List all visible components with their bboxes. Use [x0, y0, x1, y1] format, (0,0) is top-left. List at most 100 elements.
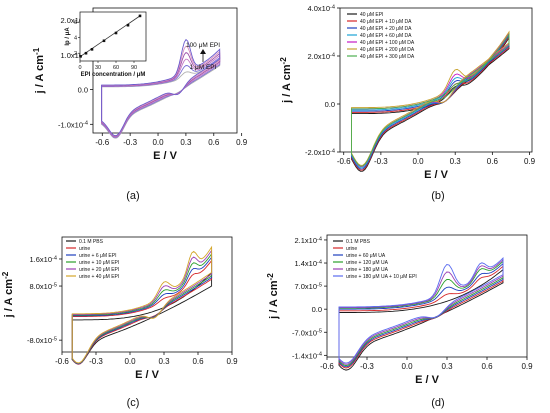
y-tick-label: 4.0x10-4	[307, 4, 335, 13]
annotation-arrowhead	[200, 49, 206, 54]
legend-entry: urine + 180 μM UA	[346, 267, 389, 273]
cv-curve-2	[351, 35, 510, 171]
cv-curve-6	[101, 38, 221, 137]
inset-y-tick-label: 4	[74, 36, 77, 42]
x-tick-label: -0.6	[55, 357, 69, 366]
x-tick-label: 0.9	[524, 157, 536, 166]
inset-y-tick-label: 6	[74, 20, 77, 26]
inset-x-tick-label: 0	[78, 65, 81, 71]
inset-point	[84, 51, 88, 55]
y-axis-label: j / A cm-2	[279, 57, 293, 104]
x-tick-label: -0.3	[374, 157, 388, 166]
x-tick-label: 0.6	[481, 362, 493, 371]
legend-entry: urine + 40 μM EPI	[79, 274, 119, 280]
panel-a: -0.6-0.30.00.30.60.9-1.0x10-40.01.0x10-4…	[32, 7, 248, 202]
x-tick-label: 0.3	[450, 157, 462, 166]
x-tick-label: 0.0	[124, 357, 136, 366]
legend-entry: 0.1 M PBS	[79, 239, 104, 245]
inset-y-tick-label: 2	[74, 51, 77, 57]
x-tick-label: 0.6	[208, 138, 220, 147]
cv-curve-6	[71, 245, 213, 364]
y-tick-label: -1.4x10-4	[292, 351, 322, 360]
x-tick-label: 0.9	[236, 138, 248, 147]
cv-curve-3	[338, 262, 504, 368]
legend-entry: 40 μM EPI + 300 μM DA	[360, 54, 415, 60]
x-tick-label: 0.3	[441, 362, 453, 371]
cv-curve-5	[338, 258, 504, 365]
inset-point	[114, 31, 118, 35]
y-tick-label: 1.4x10-4	[294, 259, 322, 268]
panel-b: -0.6 -0.3 0.0 0.3 0.6 0.9 -2.0x10-4 0.0 2.0x10-4…	[279, 4, 535, 202]
y-tick-label: -1.0x10-4	[58, 120, 88, 129]
x-tick-label: -0.3	[360, 362, 374, 371]
y-tick-label: 0.0	[325, 100, 335, 109]
cv-curve-3	[71, 255, 213, 365]
x-tick-label: 0.9	[226, 357, 238, 366]
cv-curve-1	[338, 268, 504, 371]
y-tick-label: -7.0x10-5	[292, 328, 322, 337]
panel-label: (a)	[126, 190, 139, 202]
inset-point	[90, 48, 94, 51]
inset-point	[79, 55, 82, 58]
x-axis-label: E / V	[424, 169, 449, 181]
plot-frame	[339, 7, 533, 153]
x-tick-label: 0.9	[521, 362, 533, 371]
legend-entry: urine + 180 μM UA + 10 μM EPI	[346, 274, 417, 280]
x-tick-label: 0.0	[401, 362, 413, 371]
x-axis-label: E / V	[153, 150, 178, 162]
x-tick-label: -0.6	[337, 157, 351, 166]
y-tick-label: 2.1x10-4	[294, 236, 322, 245]
legend-entry: urine + 60 μM UA	[346, 253, 386, 259]
x-tick-label: -0.3	[123, 138, 137, 147]
y-tick-label: -2.0x10-4	[305, 148, 335, 157]
y-tick-label: 2.0x10-4	[307, 52, 335, 61]
inset-x-tick-label: 60	[113, 65, 119, 71]
annotation-high: 100 μM EPI	[186, 42, 220, 49]
inset-y-axis-label: Ip / μA	[65, 27, 71, 46]
inset-x-tick-label: 90	[131, 65, 137, 71]
y-tick-label: -8.0x10-5	[27, 336, 57, 345]
cv-curve-2	[71, 259, 213, 365]
cv-curve-5	[71, 249, 213, 364]
inset-point	[138, 14, 142, 18]
legend-entry: urine	[346, 246, 357, 252]
legend-entry: 0.1 M PBS	[346, 239, 371, 245]
legend-entry: urine + 6 μM EPI	[79, 253, 116, 259]
x-axis-label: E / V	[135, 369, 160, 381]
cv-curve-2	[338, 265, 504, 369]
inset-x-axis-label: EPI concentration / μM	[81, 72, 146, 78]
legend-entry: 40 μM EPI + 200 μM DA	[360, 47, 415, 53]
plot-frame	[326, 234, 528, 358]
cv-curve-1	[71, 271, 213, 365]
legend-entry: 40 μM EPI + 20 μM DA	[360, 26, 412, 32]
panel-label: (d)	[431, 397, 444, 409]
inset-frame	[79, 11, 147, 62]
inset-point	[126, 23, 130, 27]
cv-curve-4	[338, 260, 504, 367]
x-tick-label: 0.3	[180, 138, 192, 147]
y-tick-label: 8.0x10-5	[29, 282, 57, 291]
cv-curve-3	[351, 34, 510, 170]
plot-frame	[92, 7, 238, 134]
plot-frame	[61, 236, 233, 353]
inset-x-tick-label: 30	[95, 65, 101, 71]
legend-entry: urine + 10 μM EPI	[79, 260, 119, 266]
inset-point	[102, 39, 106, 43]
legend-entry: 40 μM EPI	[360, 12, 383, 18]
x-tick-label: -0.6	[95, 138, 109, 147]
y-tick-label: 0.0	[312, 305, 322, 314]
x-tick-label: 0.3	[158, 357, 170, 366]
x-axis-label: E / V	[415, 374, 440, 386]
legend-entry: 40 μM EPI + 10 μM DA	[360, 19, 412, 25]
x-tick-label: -0.3	[89, 357, 103, 366]
y-axis-label: j / A cm-2	[266, 273, 280, 320]
cv-curve-1	[351, 36, 510, 172]
y-axis-label: j / A cm-2	[1, 271, 15, 318]
legend-entry: 40 μM EPI + 100 μM DA	[360, 40, 415, 46]
panel-label: (b)	[431, 190, 444, 202]
legend-entry: urine	[79, 246, 90, 252]
legend-entry: urine + 20 μM EPI	[79, 267, 119, 273]
x-tick-label: 0.0	[152, 138, 164, 147]
x-tick-label: -0.6	[320, 362, 334, 371]
